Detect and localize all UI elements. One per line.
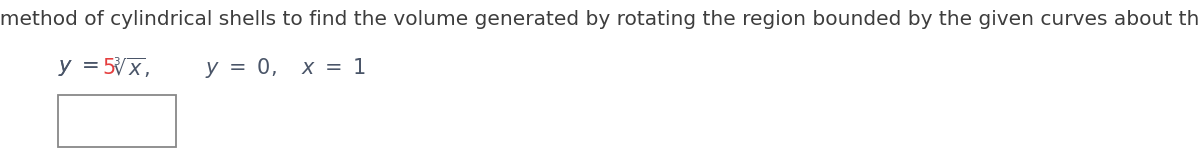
Text: $\mathit{\sqrt[3]{x}},$: $\mathit{\sqrt[3]{x}},$ xyxy=(113,56,150,80)
Text: $y\ =\ $: $y\ =\ $ xyxy=(58,58,100,78)
Bar xyxy=(58,95,176,147)
Text: $\quad\mathit{y}\ =\ 0,\quad\mathit{x}\ =\ 1$: $\quad\mathit{y}\ =\ 0,\quad\mathit{x}\ … xyxy=(185,56,366,80)
Text: Use the method of cylindrical shells to find the volume generated by rotating th: Use the method of cylindrical shells to … xyxy=(0,10,1200,29)
Text: $\mathit{5}$: $\mathit{5}$ xyxy=(102,58,115,78)
Text: $\mathit{y}\ =\ $: $\mathit{y}\ =\ $ xyxy=(58,58,100,78)
